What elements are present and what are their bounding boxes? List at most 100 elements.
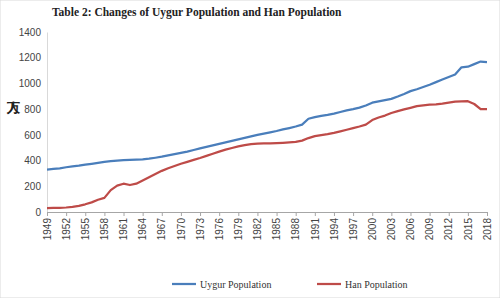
x-tick-label: 1994 (329, 218, 340, 241)
x-tick-label: 2000 (367, 218, 378, 241)
x-tick: 1979 (233, 212, 244, 240)
legend-swatch (172, 283, 196, 285)
legend-swatch (317, 283, 341, 285)
legend-label: Han Population (345, 279, 408, 290)
y-tick-label: 800 (24, 104, 41, 115)
x-tick: 2003 (386, 212, 397, 240)
x-tick-mark (124, 212, 125, 216)
x-tick: 1988 (290, 212, 301, 240)
y-tick-label: 400 (24, 155, 41, 166)
x-tick: 1994 (329, 212, 340, 240)
x-tick-mark (200, 212, 201, 216)
y-tick: 0 (35, 207, 47, 218)
y-tick: 200 (24, 181, 47, 192)
x-axis-line (48, 212, 488, 213)
chart: Table 2: Changes of Uygur Population and… (0, 0, 500, 298)
x-tick: 2012 (443, 212, 454, 240)
x-axis: 1949 1952 1955 1958 1961 1964 1967 1970 1973 1976… (42, 212, 493, 240)
y-tick: 400 (24, 155, 47, 166)
y-tick: 1200 (19, 52, 47, 63)
y-tick-label: 1200 (19, 52, 42, 63)
series-line (47, 62, 487, 170)
x-tick-label: 1979 (233, 218, 244, 241)
x-tick-label: 2009 (424, 218, 435, 241)
x-tick-mark (219, 212, 220, 216)
x-tick-label: 1952 (61, 218, 72, 241)
x-tick-label: 1988 (290, 218, 301, 241)
x-tick: 1991 (310, 212, 321, 240)
x-tick: 1973 (195, 212, 206, 240)
x-tick-mark (104, 212, 105, 216)
x-tick-label: 2012 (443, 218, 454, 241)
x-tick-label: 1967 (156, 218, 167, 241)
x-tick-label: 1985 (271, 218, 282, 241)
x-tick: 1985 (271, 212, 282, 240)
x-tick-mark (257, 212, 258, 216)
x-tick-mark (238, 212, 239, 216)
x-tick: 1970 (176, 212, 187, 240)
x-tick-mark (315, 212, 316, 216)
x-tick: 2006 (405, 212, 416, 240)
x-tick-label: 1955 (80, 218, 91, 241)
x-tick: 1976 (214, 212, 225, 240)
x-tick-mark (410, 212, 411, 216)
x-tick-label: 1970 (176, 218, 187, 241)
y-tick-label: 600 (24, 130, 41, 141)
y-axis-line (47, 33, 48, 213)
title: Table 2: Changes of Uygur Population and… (52, 6, 342, 19)
x-tick-mark (391, 212, 392, 216)
y-tick: 1400 (19, 27, 47, 38)
x-tick-mark (66, 212, 67, 216)
x-tick: 1949 (42, 212, 53, 240)
x-tick: 1961 (118, 212, 129, 240)
x-tick-label: 1982 (252, 218, 263, 241)
x-tick-label: 1991 (310, 218, 321, 241)
y-tick-label: 200 (24, 181, 41, 192)
x-tick-label: 2015 (463, 218, 474, 241)
x-tick-label: 1964 (137, 218, 148, 241)
x-tick: 1955 (80, 212, 91, 240)
x-tick: 1982 (252, 212, 263, 240)
y-tick-label: 1000 (19, 78, 42, 89)
x-tick-label: 2018 (482, 218, 493, 241)
background (0, 0, 500, 298)
x-tick-mark (449, 212, 450, 216)
x-tick: 2018 (482, 212, 493, 240)
y-axis: 0 200 400 600 800 1000 1200 1400 (19, 27, 48, 218)
x-tick-label: 1997 (348, 218, 359, 241)
y-tick: 1000 (19, 78, 47, 89)
x-tick: 2009 (424, 212, 435, 240)
x-tick-label: 1958 (99, 218, 110, 241)
y-axis-title: 万人 (7, 101, 22, 115)
x-tick-mark (487, 212, 488, 216)
y-tick: 800 (24, 104, 47, 115)
lines (47, 62, 487, 209)
x-tick-mark (334, 212, 335, 216)
x-tick: 2000 (367, 212, 378, 240)
x-tick: 1964 (137, 212, 148, 240)
x-tick-mark (277, 212, 278, 216)
x-tick: 1967 (156, 212, 167, 240)
x-tick-label: 1976 (214, 218, 225, 241)
x-tick-label: 2006 (405, 218, 416, 241)
x-tick-label: 1973 (195, 218, 206, 241)
series-line (47, 101, 487, 208)
x-tick: 1997 (348, 212, 359, 240)
x-tick-mark (162, 212, 163, 216)
y-tick-label: 0 (35, 207, 41, 218)
x-tick: 2015 (463, 212, 474, 240)
x-tick-mark (47, 212, 48, 216)
x-tick-mark (85, 212, 86, 216)
x-tick-label: 2003 (386, 218, 397, 241)
x-tick-mark (430, 212, 431, 216)
y-tick-label: 1400 (19, 27, 42, 38)
x-tick-mark (372, 212, 373, 216)
y-tick: 600 (24, 130, 47, 141)
x-tick-mark (143, 212, 144, 216)
x-tick-mark (468, 212, 469, 216)
x-tick-mark (181, 212, 182, 216)
x-tick: 1958 (99, 212, 110, 240)
x-tick-mark (353, 212, 354, 216)
legend: Uygur PopulationHan Population (172, 279, 408, 290)
x-tick-label: 1961 (118, 218, 129, 241)
